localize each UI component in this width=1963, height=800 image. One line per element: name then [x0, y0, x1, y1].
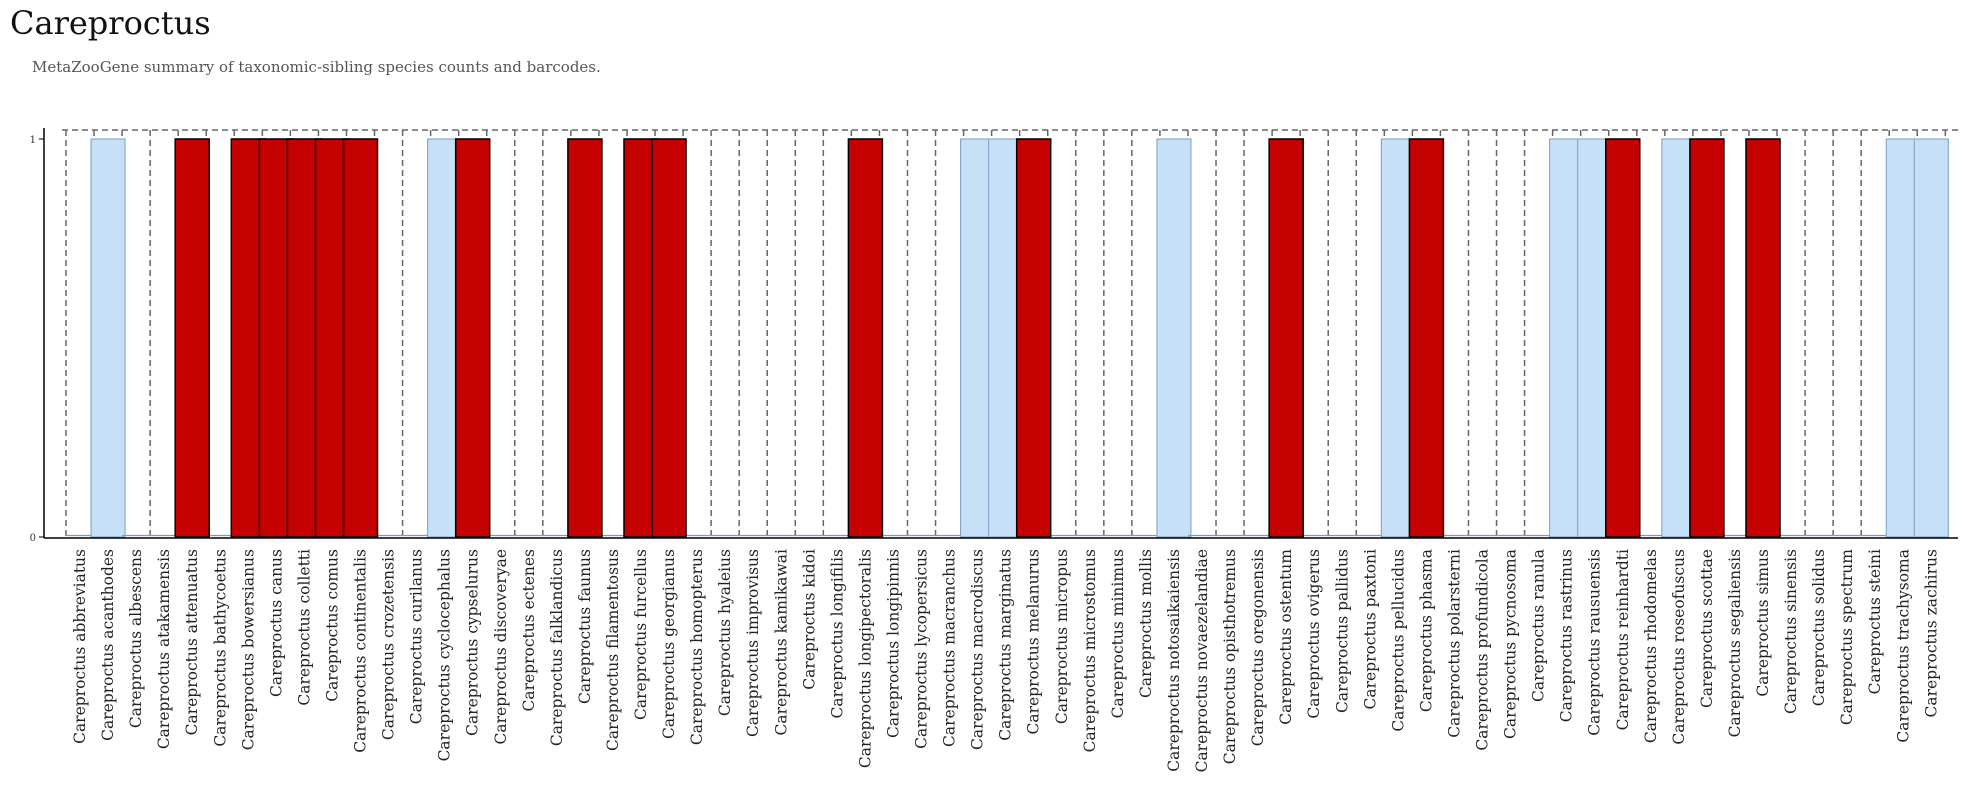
x-tick-label: Careproctus microstomus — [1081, 549, 1099, 752]
x-tick-label: Careproctus paxtoni — [1361, 549, 1379, 710]
x-tick-label: Careproctus mollis — [1137, 549, 1155, 698]
x-tick-label: Careproctus roseofuscus — [1670, 549, 1688, 745]
x-tick-label: Careproctus spectrum — [1838, 549, 1856, 725]
x-tick-label: Careproctus crozetensis — [380, 549, 398, 740]
x-tick-label: Careproctus colletti — [295, 549, 313, 706]
x-tick-label: Careproctus canus — [267, 549, 285, 697]
x-tick-label: Careproctus acanthodes — [99, 549, 117, 741]
x-tick-label: Careproctus solidus — [1810, 549, 1828, 706]
x-tick-label: Careproctus segaliensis — [1726, 549, 1744, 737]
x-tick-label: Careproctus lycopersicus — [913, 549, 931, 749]
barcoded-bar — [1408, 138, 1445, 538]
sibling-bar — [1156, 138, 1192, 538]
x-tick-label: Careproctus comus — [323, 549, 341, 702]
barcoded-bar — [174, 138, 210, 538]
barcoded-bar — [1015, 138, 1052, 538]
sibling-bar — [90, 138, 126, 538]
x-tick-label: Careproctus novaezelandiae — [1193, 549, 1211, 772]
barcoded-bar — [1689, 138, 1725, 538]
x-tick-label: Careproctus polarsterni — [1445, 549, 1463, 738]
barcoded-bar — [1268, 138, 1304, 538]
x-tick-label: Careproctus bathycoetus — [211, 549, 229, 747]
x-tick-label: Careproctus furcellus — [632, 549, 650, 720]
x-tick-label: Careproctus micropus — [1053, 549, 1071, 724]
x-tick-label: Careproctus trachysoma — [1894, 549, 1912, 743]
x-tick-label: Careproctus ovigerus — [1305, 549, 1323, 719]
x-tick-label: Careproctus scottae — [1698, 549, 1716, 708]
x-tick-label: Careproctus longifilis — [828, 549, 846, 719]
x-tick-label: Careproctus pellucidus — [1389, 549, 1407, 732]
x-tick-label: Careproctus homopterus — [688, 549, 706, 745]
chart-axes: 01 — [30, 128, 1958, 544]
x-tick-label: Careproctus curilanus — [408, 549, 426, 724]
x-tick-label: Careproctus oregonensis — [1249, 549, 1267, 746]
x-tick-label: Careproctus ectenes — [520, 549, 538, 712]
x-tick-label: Careproctus opisthotremus — [1221, 549, 1239, 764]
x-tick-label: Careproctus phasma — [1417, 549, 1435, 712]
x-tick-label: Careproctus macranchus — [941, 549, 959, 747]
x-tick-label: Careproctus macrodiscus — [969, 549, 987, 750]
x-tick-label: Careproctus profundicola — [1474, 549, 1492, 751]
x-tick-label: Careproctus longipectoralis — [856, 549, 874, 768]
x-tick-label: Careproctus falklandicus — [548, 549, 566, 746]
x-tick-label: Careproctus discoveryae — [492, 549, 510, 744]
barcoded-bar — [1605, 138, 1641, 538]
x-tick-label: Careproctus atakamensis — [155, 549, 173, 749]
x-tick-label: Careproctus kamikawai — [772, 549, 790, 736]
x-tick-label: Careproctus minimus — [1109, 549, 1127, 718]
x-tick-label: Careproctus kidoi — [800, 549, 818, 690]
x-tick-label: Careproctus albescens — [127, 549, 145, 728]
x-tick-label: Careproctus rausuensis — [1586, 549, 1604, 736]
x-tick-label: Careproctus georgianus — [660, 549, 678, 739]
y-tick-label: 0 — [30, 533, 36, 544]
page-title: Careproctus — [10, 4, 211, 42]
x-tick-label: Careproctus filamentosus — [604, 549, 622, 751]
barcoded-bars — [174, 138, 1781, 538]
x-tick-label: Careproctus improvisus — [744, 549, 762, 737]
x-tick-label: Careproctus ranula — [1530, 549, 1548, 702]
x-tick-label: Careproctus marginatus — [997, 549, 1015, 741]
y-tick-label: 1 — [30, 135, 36, 146]
x-tick-label: Careproctus hyaleius — [716, 549, 734, 716]
x-tick-label: Careproctus ostentum — [1277, 549, 1295, 725]
x-tick-label: Careproctus zachirus — [1922, 549, 1940, 718]
x-tick-label: Careproctus simus — [1754, 549, 1772, 697]
sibling-bar — [1913, 138, 1949, 538]
x-tick-label: Careproctus bowersianus — [239, 549, 257, 750]
barcoded-bar — [1745, 138, 1781, 538]
chart-subtitle: MetaZooGene summary of taxonomic-sibling… — [32, 58, 601, 76]
x-tick-labels: Careproctus abbreviatus Careproctus acant… — [71, 549, 1940, 773]
barcoded-bar — [847, 138, 884, 538]
x-tick-label: Careproctus attenuatus — [183, 549, 201, 735]
x-tick-label: Careproctus continentalis — [352, 549, 370, 753]
x-tick-label: Careproctus sinensis — [1782, 549, 1800, 714]
x-tick-label: Careproctus steini — [1866, 549, 1884, 694]
x-tick-label: Careproctus pallidus — [1333, 549, 1351, 713]
barcoded-bar — [454, 138, 491, 538]
x-tick-label: Careproctus cyclocephalus — [436, 549, 454, 761]
x-tick-label: Careproctus cypselurus — [464, 549, 482, 736]
x-tick-label: Careproctus pycnosoma — [1502, 549, 1520, 739]
barcoded-bar — [651, 138, 687, 538]
x-tick-label: Careproctus longipinnis — [884, 549, 902, 738]
x-tick-label: Careproctus abbreviatus — [71, 549, 89, 744]
x-tick-label: Careproctus faunus — [576, 549, 594, 704]
x-tick-label: Careproctus melanurus — [1025, 549, 1043, 735]
barcoded-bar — [342, 138, 379, 538]
x-tick-label: Careproctus reinhardti — [1614, 549, 1632, 730]
x-tick-label: Careproctus rastrinus — [1558, 549, 1576, 722]
barcoded-bar — [567, 138, 603, 538]
x-tick-label: Careproctus notosaikaiensis — [1165, 549, 1183, 772]
x-tick-label: Careproctus rhodomelas — [1642, 549, 1660, 743]
